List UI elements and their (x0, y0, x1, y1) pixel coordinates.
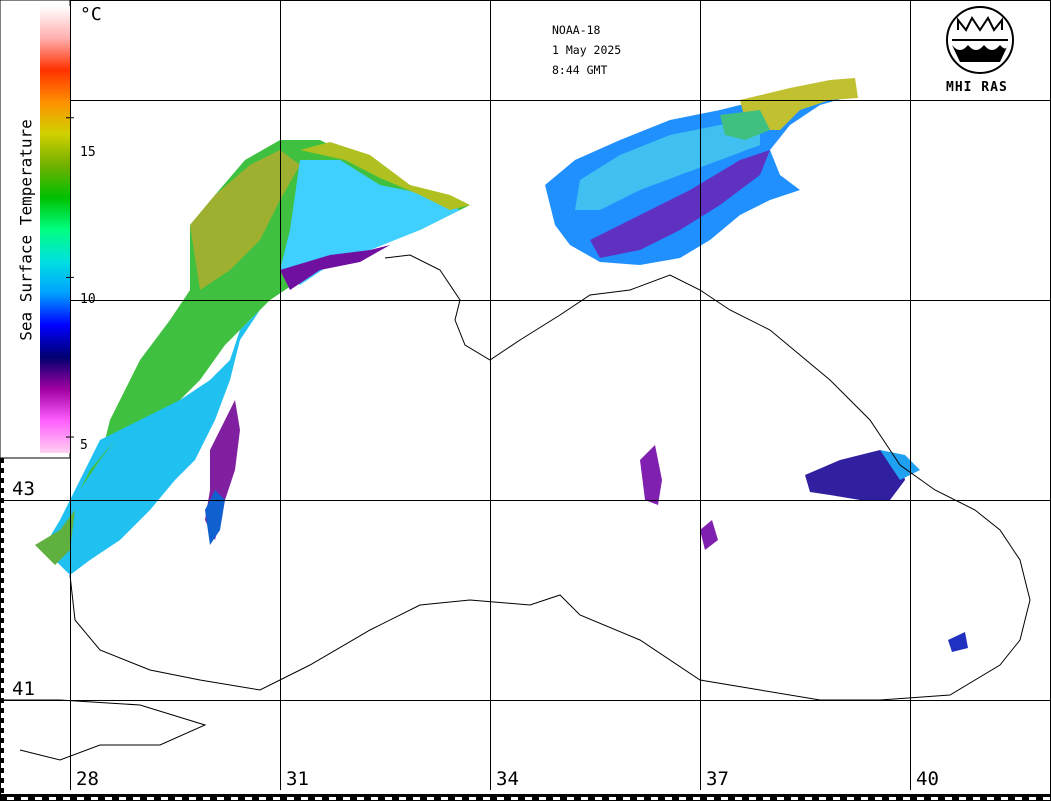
sst-patch-azov-cyan (575, 120, 760, 210)
sst-patch-azov-green-ne (720, 110, 770, 140)
colorbar (40, 6, 70, 453)
mhi-ras-logo-icon (946, 6, 1014, 74)
longitude-label: 34 (496, 768, 519, 790)
sst-patch-east-3 (640, 445, 662, 505)
longitude-label: 31 (286, 768, 309, 790)
longitude-scale-bar (0, 794, 1051, 801)
colorbar-tick-marks (66, 117, 74, 438)
acquisition-time: 8:44 GMT (552, 63, 608, 77)
satellite-name: NOAA-18 (552, 23, 601, 37)
colorbar-tick-label: 10 (80, 292, 96, 307)
sst-patch-coastal-cool (280, 245, 390, 290)
colorbar-tick-label: 15 (80, 145, 96, 160)
sst-patch-taganrog (740, 78, 858, 130)
sst-patch-east-1 (805, 450, 905, 500)
longitude-label: 28 (76, 768, 99, 790)
longitude-label: 40 (916, 768, 939, 790)
latitude-scale-bar (0, 458, 4, 793)
sst-patch-odessa-coast (300, 142, 470, 210)
longitude-label: 37 (706, 768, 729, 790)
sst-patch-nw-shelf-warm (190, 150, 300, 290)
sst-patch-east-5 (948, 632, 968, 652)
colorbar-title: Sea Surface Temperature (16, 119, 36, 341)
sst-patch-odessa-cyan (280, 160, 460, 285)
sst-patch-offshore-blue (205, 490, 225, 545)
colorbar-tick-label: 5 (80, 438, 88, 453)
logo-text: MHI RAS (946, 80, 1008, 95)
sst-patch-western-edge (35, 510, 75, 565)
sst-patch-azov-stripes (590, 150, 770, 258)
latitude-label: 43 (12, 478, 35, 500)
sst-patch-east-4 (700, 520, 718, 550)
sst-patch-western-strip (45, 310, 260, 575)
latitude-label: 41 (12, 678, 35, 700)
colorbar-unit: °C (80, 4, 102, 25)
acquisition-date: 1 May 2025 (552, 43, 622, 57)
